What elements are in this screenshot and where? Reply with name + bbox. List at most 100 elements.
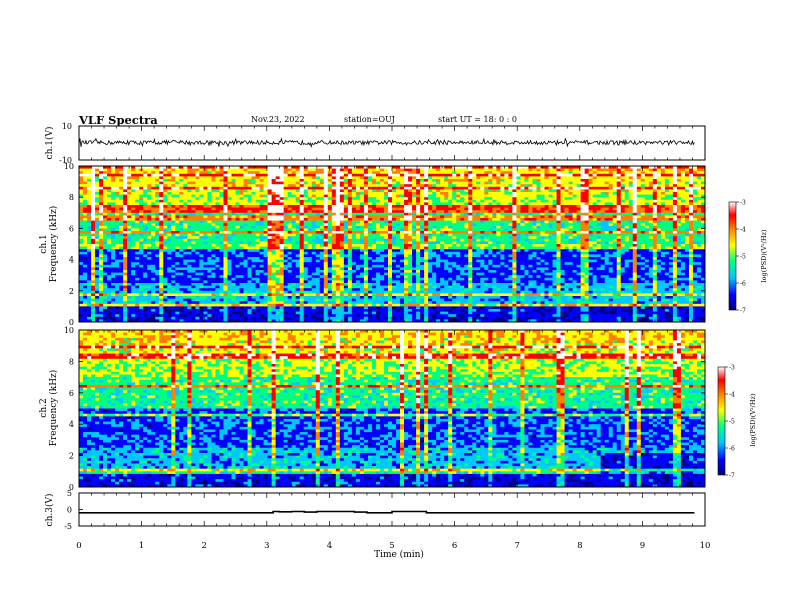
spectrogram-cell	[496, 238, 501, 242]
spectrogram-cell	[536, 210, 541, 214]
spectrogram-cell	[412, 166, 417, 169]
spectrogram-cell	[303, 246, 309, 250]
spectrogram-cell	[548, 236, 553, 240]
spectrogram-cell	[416, 199, 421, 203]
spectrogram-cell	[203, 179, 208, 182]
spectrogram-cell	[604, 241, 610, 245]
spectrogram-cell	[612, 220, 618, 224]
spectrogram-cell	[560, 202, 565, 206]
spectrogram-cell	[656, 186, 662, 190]
spectrogram-cell	[692, 233, 698, 237]
spectrogram-cell	[532, 215, 537, 219]
spectrogram-cell	[179, 186, 184, 190]
spectrogram-cell	[311, 244, 317, 247]
spectrogram-cell	[339, 186, 345, 190]
spectrogram-cell	[363, 171, 369, 175]
spectrogram-cell	[267, 238, 273, 242]
spectrogram-cell	[584, 197, 590, 201]
spectrogram-cell	[504, 215, 509, 219]
spectrogram-cell	[500, 166, 505, 169]
spectrogram-cell	[536, 241, 541, 245]
spectrogram-cell	[580, 244, 586, 247]
spectrogram-cell	[652, 181, 658, 185]
spectrogram-cell	[351, 194, 357, 198]
spectrogram-cell	[508, 194, 513, 198]
spectrogram-cell	[652, 244, 658, 247]
spectrogram-cell	[648, 179, 654, 182]
spectrogram-cell	[279, 181, 285, 185]
spectrogram-cell	[448, 246, 453, 250]
spectrogram-cell	[79, 244, 84, 247]
spectrogram-cell	[684, 212, 690, 216]
spectrogram-cell	[199, 181, 204, 185]
spectrogram-cell	[83, 197, 88, 201]
spectrogram-cell	[219, 218, 224, 221]
spectrogram-cell	[207, 184, 212, 188]
spectrogram-cell	[295, 231, 301, 234]
spectrogram-cell	[375, 231, 381, 234]
spectrogram-cell	[383, 233, 389, 237]
spectrogram-cell	[175, 212, 180, 216]
spectrogram-cell	[87, 205, 92, 208]
spectrogram-cell	[299, 184, 305, 188]
spectrogram-cell	[191, 168, 196, 172]
spectrogram-cell	[432, 246, 437, 250]
spectrogram-cell	[596, 184, 602, 188]
spectrogram-cell	[183, 199, 188, 203]
spectrogram-cell	[548, 199, 553, 203]
spectrogram-cell	[660, 223, 666, 227]
spectrogram-cell	[648, 205, 654, 208]
spectrogram-cell	[203, 181, 208, 185]
spectrogram-cell	[404, 220, 409, 224]
spectrogram-cell	[632, 244, 638, 247]
spectrogram-cell	[227, 238, 232, 242]
spectrogram-cell	[576, 244, 581, 247]
spectrogram-cell	[271, 207, 277, 211]
spectrogram-cell	[676, 212, 682, 216]
spectrogram-cell	[379, 246, 385, 250]
spectrogram-cell	[408, 184, 413, 188]
spectrogram-cell	[119, 173, 124, 177]
spectrogram-cell	[516, 192, 521, 195]
spectrogram-cell	[468, 199, 473, 203]
spectrogram-cell	[408, 212, 413, 216]
spectrogram-cell	[696, 202, 702, 206]
spectrogram-cell	[512, 176, 517, 180]
spectrogram-cell	[247, 186, 252, 190]
spectrogram-cell	[355, 212, 361, 216]
spectrogram-cell	[580, 176, 586, 180]
spectrogram-cell	[560, 210, 565, 214]
spectrogram-cell	[367, 218, 373, 221]
ch1-waveform-trace	[78, 137, 695, 148]
spectrogram-cell	[167, 168, 172, 172]
spectrogram-cell	[383, 228, 389, 232]
spectrogram-cell	[688, 181, 694, 185]
spectrogram-cell	[616, 220, 622, 224]
spectrogram-cell	[628, 202, 634, 206]
spectrogram-cell	[396, 238, 401, 242]
spectrogram-cell	[460, 233, 465, 237]
spectrogram-cell	[420, 210, 425, 214]
spectrogram-cell	[412, 173, 417, 177]
spectrogram-cell	[231, 202, 236, 206]
spectrogram-cell	[123, 238, 128, 242]
spectrogram-cell	[279, 228, 285, 232]
spectrogram-cell	[520, 218, 525, 221]
spectrogram-cell	[412, 210, 417, 214]
spectrogram-cell	[323, 186, 329, 190]
spectrogram-cell	[123, 186, 128, 190]
spectrogram-cell	[331, 228, 337, 232]
spectrogram-cell	[127, 176, 132, 180]
spectrogram-cell	[620, 241, 626, 245]
spectrogram-cell	[279, 192, 285, 195]
spectrogram-cell	[359, 205, 365, 208]
spectrogram-cell	[371, 244, 377, 247]
spectrogram-cell	[508, 202, 513, 206]
spectrogram-cell	[319, 199, 325, 203]
spectrogram-cell	[275, 189, 281, 193]
spectrogram-cell	[279, 171, 285, 175]
spectrogram-cell	[367, 171, 373, 175]
spectrogram-cell	[432, 228, 437, 232]
spectrogram-cell	[243, 205, 248, 208]
spectrogram-cell	[247, 244, 252, 247]
